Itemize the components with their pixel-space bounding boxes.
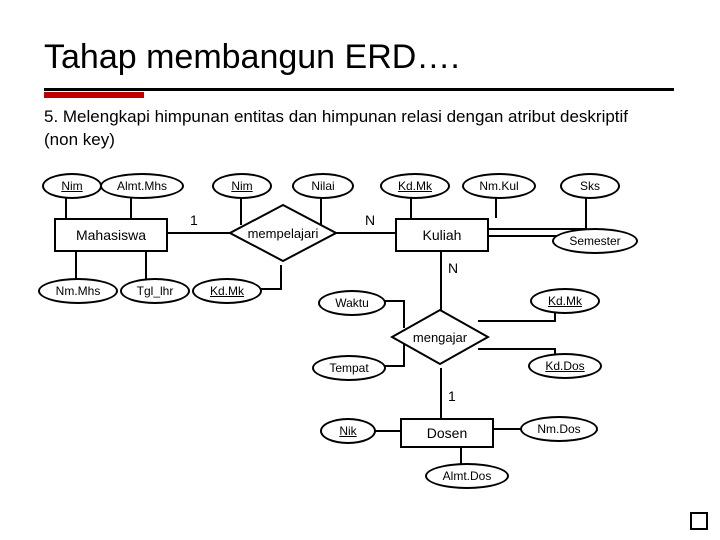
attr-nmdos: Nm.Dos	[520, 416, 598, 442]
attr-nilai: Nilai	[292, 173, 354, 199]
attr-waktu: Waktu	[318, 290, 386, 316]
attr-nmkul: Nm.Kul	[462, 173, 536, 199]
cardinality-n2: N	[448, 260, 458, 276]
entity-dosen: Dosen	[400, 418, 494, 448]
relation-mengajar: mengajar	[390, 308, 490, 366]
cardinality-n: N	[365, 212, 375, 228]
slide-footer-icon	[690, 512, 708, 530]
attr-semester: Semester	[552, 228, 638, 254]
cardinality-1b: 1	[448, 388, 456, 404]
attr-tgllhr: Tgl_lhr	[120, 278, 190, 304]
attr-nim2: Nim	[212, 173, 272, 199]
attr-nim: Nim	[42, 173, 102, 199]
entity-mahasiswa: Mahasiswa	[54, 218, 168, 252]
attr-sks: Sks	[560, 173, 620, 199]
cardinality-1: 1	[190, 212, 198, 228]
title-underline	[44, 88, 674, 91]
title-accent	[44, 92, 144, 98]
page-title: Tahap membangun ERD….	[44, 38, 460, 77]
relation-mempelajari: mempelajari	[228, 203, 338, 263]
attr-nik: Nik	[320, 418, 376, 444]
entity-kuliah: Kuliah	[395, 218, 489, 252]
connector	[440, 368, 442, 418]
connector	[585, 195, 587, 228]
attr-tempat: Tempat	[312, 355, 386, 381]
connector	[340, 232, 395, 234]
connector	[280, 265, 282, 290]
attr-nmmhs: Nm.Mhs	[38, 278, 118, 304]
attr-almt-mhs: Almt.Mhs	[100, 173, 184, 199]
attr-kddos: Kd.Dos	[528, 353, 602, 379]
subtitle-text: 5. Melengkapi himpunan entitas dan himpu…	[44, 106, 644, 152]
attr-almtdos: Almt.Dos	[425, 463, 509, 489]
attr-kdmk2: Kd.Mk	[192, 278, 262, 304]
erd-diagram: Nim Almt.Mhs Nim Nilai Kd.Mk Nm.Kul Sks …	[30, 170, 690, 500]
attr-kdmk3: Kd.Mk	[530, 288, 600, 314]
attr-kdmk: Kd.Mk	[380, 173, 450, 199]
